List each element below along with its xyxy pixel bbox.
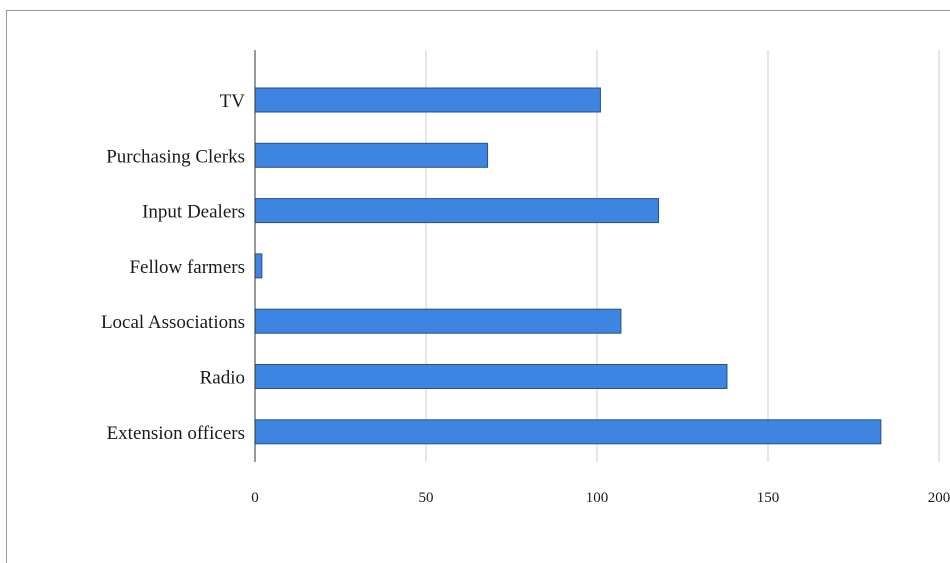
category-label-fellow-farmers: Fellow farmers (129, 257, 245, 278)
gridlines (425, 50, 940, 462)
category-label-tv: TV (220, 91, 246, 112)
bar-extension-officers (254, 419, 882, 445)
bar-input-dealers (254, 198, 660, 224)
x-tick-label-100: 100 (586, 490, 609, 506)
bar-local-associations (254, 308, 622, 334)
category-label-extension-officers: Extension officers (107, 423, 245, 444)
bar-purchasing-clerks (254, 142, 489, 168)
bars (254, 87, 882, 445)
x-tick-label-150: 150 (757, 490, 780, 506)
category-label-input-dealers: Input Dealers (142, 202, 245, 223)
bar-radio (254, 364, 728, 389)
category-label-radio: Radio (200, 368, 245, 389)
category-labels: TV Purchasing Clerks Input Dealers Fellow f… (101, 91, 245, 444)
category-label-purchasing-clerks: Purchasing Clerks (106, 146, 245, 167)
bar-tv (254, 87, 601, 113)
bar-fellow-farmers (254, 253, 263, 279)
category-label-local-associations: Local Associations (101, 312, 245, 333)
x-tick-label-200: 200 (928, 490, 950, 506)
x-tick-label-50: 50 (419, 490, 434, 506)
x-tick-label-0: 0 (251, 490, 259, 506)
tick-labels: 0 50 100 150 200 (251, 490, 950, 506)
